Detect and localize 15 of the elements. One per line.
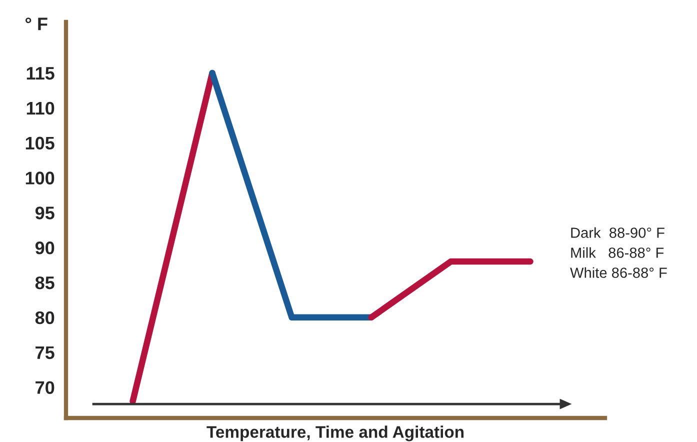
y-tick-label: 90	[35, 242, 54, 254]
text: Dark 88-90° F	[571, 227, 664, 238]
y-tick-label: 110	[26, 102, 54, 115]
y-axis-title: ° F	[26, 18, 48, 30]
y-tick-label: 80	[35, 311, 54, 324]
y-tick-label: 70	[36, 381, 54, 394]
y-tick-label: 100	[26, 172, 54, 184]
x-axis-title: Temperature, Time and Agitation	[206, 426, 464, 442]
y-tick-label: 115	[26, 67, 54, 80]
text: White 86-88° F	[570, 267, 667, 278]
y-tick-label: 75	[36, 346, 54, 360]
text: Milk 86-88° F	[571, 247, 664, 258]
y-tick-label: 85	[35, 276, 54, 290]
y-tick-label: 95	[35, 206, 54, 220]
y-tick-label: 105	[26, 136, 54, 150]
